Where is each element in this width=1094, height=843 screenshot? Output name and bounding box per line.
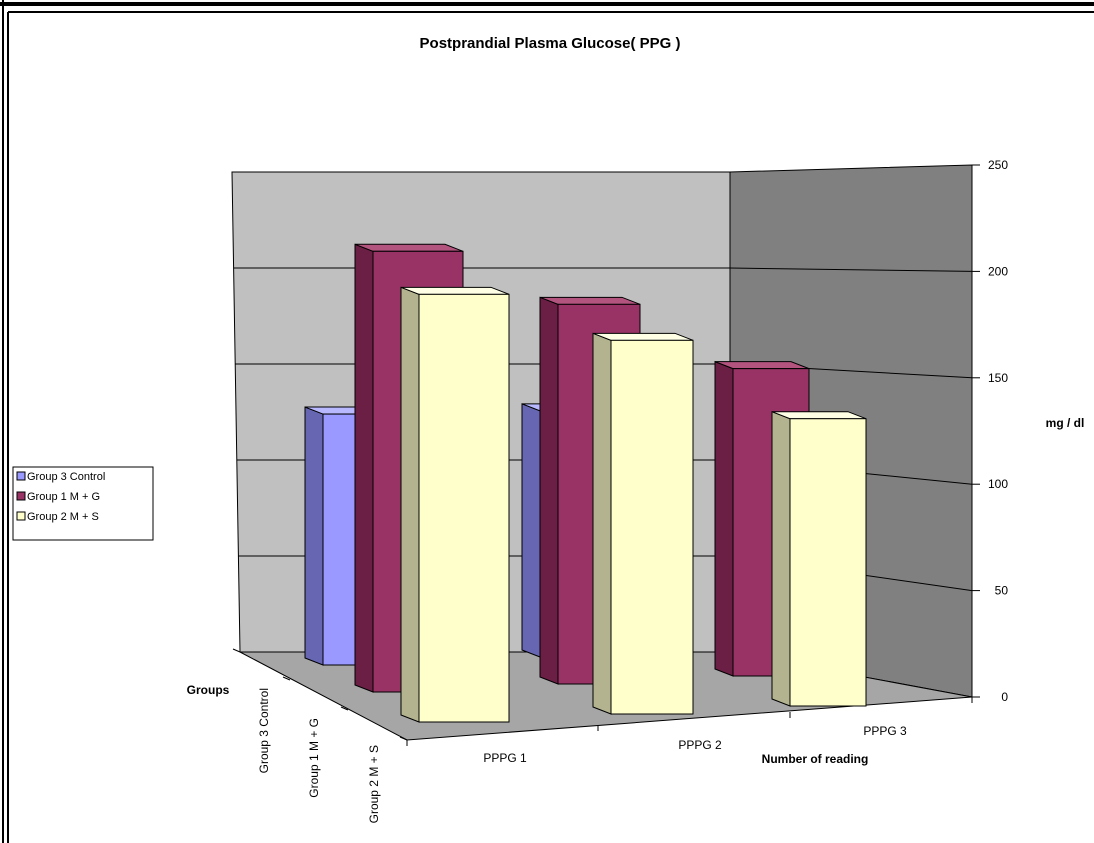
y-tick-label: 50	[995, 584, 1009, 598]
y-tick-label: 150	[988, 371, 1008, 385]
legend-box	[12, 466, 154, 541]
legend-label: Group 1 M + G	[27, 491, 100, 503]
x-tick-label: PPPG 2	[678, 738, 722, 752]
y-tick-label: 250	[988, 158, 1008, 172]
bar	[771, 410, 867, 707]
z-tick-mark	[340, 706, 349, 711]
y-axis-title: mg / dl	[1046, 416, 1085, 430]
y-tick-label: 0	[1001, 690, 1008, 704]
z-tick-mark	[232, 648, 241, 653]
legend-swatch	[16, 491, 26, 501]
x-axis-title: Number of reading	[762, 752, 869, 766]
legend-label: Group 3 Control	[27, 471, 105, 483]
z-tick-label: Group 2 M + S	[367, 745, 381, 823]
z-tick-label: Group 3 Control	[257, 688, 271, 773]
bars	[304, 243, 867, 723]
legend: Group 3 Control Group 1 M + G Group 2 M + …	[12, 466, 154, 541]
z-tick-label: Group 1 M + G	[307, 718, 321, 798]
z-tick-mark	[282, 676, 291, 681]
z-tick-mark	[399, 736, 408, 741]
legend-label: Group 2 M + S	[27, 511, 99, 523]
y-tick-label: 100	[988, 477, 1008, 491]
bar	[592, 332, 694, 715]
x-tick-label: PPPG 3	[863, 724, 907, 738]
axes: 0 50 100 150 200 250 PPPG 1 PPPG 2 PPPG 3 Group 3…	[232, 158, 1009, 823]
bar	[400, 286, 510, 723]
x-tick-label: PPPG 1	[483, 751, 527, 765]
y-tick-label: 200	[988, 264, 1008, 278]
chart-title: Postprandial Plasma Glucose( PPG )	[420, 35, 681, 52]
legend-swatch	[16, 471, 26, 481]
z-axis-title: Groups	[187, 683, 230, 697]
legend-swatch	[16, 511, 26, 521]
